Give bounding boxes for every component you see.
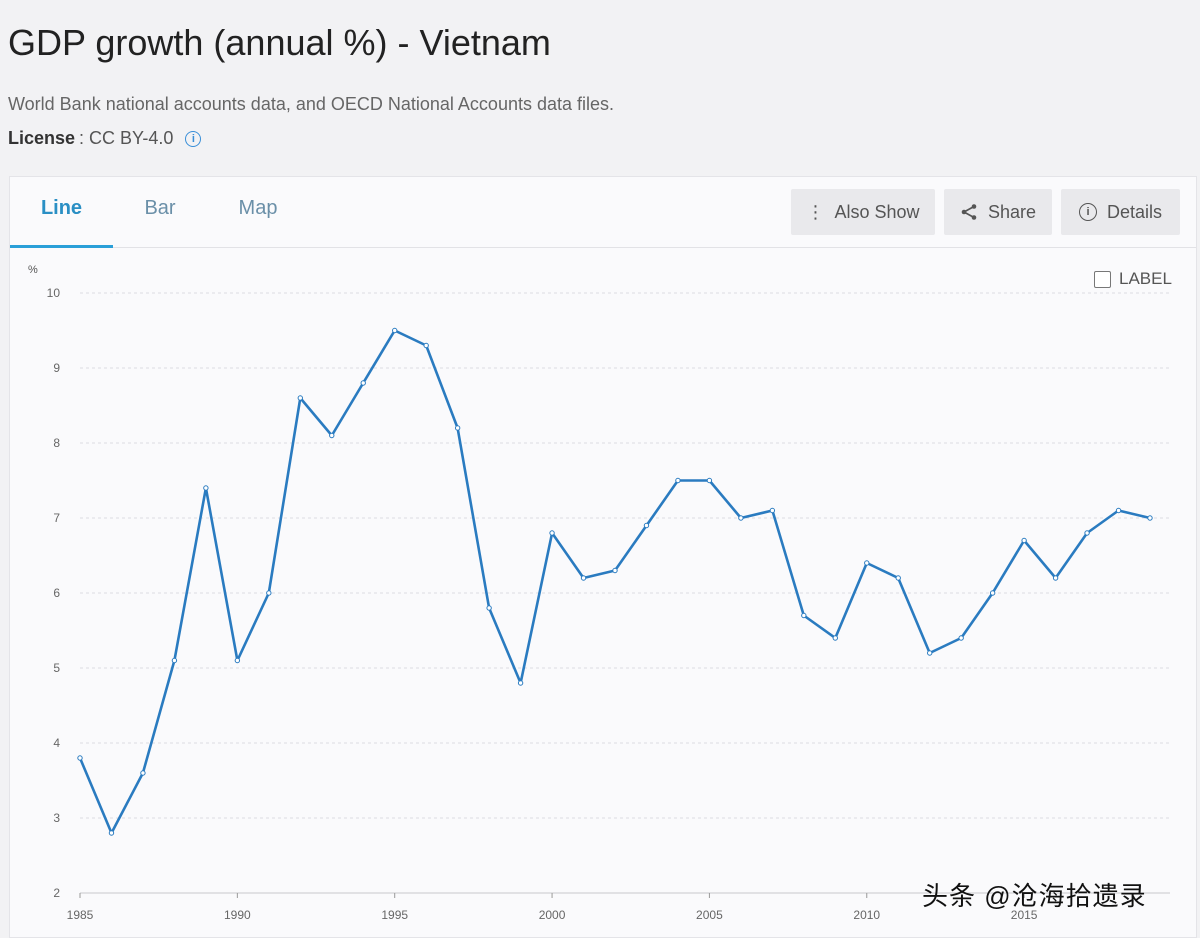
x-tick-label: 1995 xyxy=(381,908,408,922)
data-point xyxy=(895,575,901,581)
data-point xyxy=(927,650,933,656)
data-point xyxy=(486,605,492,611)
data-point xyxy=(864,560,870,566)
details-label: Details xyxy=(1106,201,1163,222)
x-tick-label: 1990 xyxy=(224,908,251,922)
y-tick-label: 8 xyxy=(53,436,60,450)
data-point xyxy=(297,395,303,401)
source-note: World Bank national accounts data, and O… xyxy=(8,94,615,114)
data-point xyxy=(329,432,335,439)
data-point xyxy=(1052,575,1059,581)
data-point xyxy=(454,425,461,431)
data-point xyxy=(140,770,146,776)
data-point xyxy=(801,612,807,619)
data-point xyxy=(1147,515,1153,521)
license-value: : CC BY-4.0 xyxy=(79,128,174,148)
also-show-label: Also Show xyxy=(834,201,920,222)
info-circle-icon: i xyxy=(1078,203,1097,221)
x-tick-label: 2000 xyxy=(539,908,566,922)
data-point xyxy=(612,567,618,574)
series-line xyxy=(78,329,1151,835)
data-point xyxy=(171,657,178,664)
data-point xyxy=(392,327,398,334)
share-label: Share xyxy=(987,201,1037,222)
license-label: License xyxy=(8,128,76,148)
y-tick-label: 6 xyxy=(53,586,60,600)
data-point xyxy=(266,590,272,596)
y-tick-label: 4 xyxy=(53,736,60,750)
chart-panel: Line Bar Map ⋮ Also Show Share i Details… xyxy=(9,176,1197,938)
label-checkbox[interactable] xyxy=(1094,270,1111,288)
data-point xyxy=(423,342,429,349)
data-point xyxy=(769,507,776,514)
tab-line[interactable]: Line xyxy=(10,177,113,248)
data-point xyxy=(1084,530,1090,536)
data-point xyxy=(738,515,744,521)
x-tick-label: 1985 xyxy=(67,908,94,922)
x-tick-label: 2005 xyxy=(696,908,723,922)
share-button[interactable]: Share xyxy=(944,189,1052,235)
info-icon[interactable]: i xyxy=(185,130,202,147)
data-point xyxy=(108,830,115,836)
data-point xyxy=(549,530,555,536)
watermark: 头条 @沧海拾遗录 xyxy=(922,881,1147,911)
data-point xyxy=(706,477,713,484)
y-tick-label: 9 xyxy=(53,361,60,375)
data-point xyxy=(517,680,524,686)
y-tick-label: 2 xyxy=(53,886,60,900)
data-point xyxy=(234,657,241,664)
data-point xyxy=(203,485,209,491)
data-point xyxy=(643,522,650,529)
y-tick-label: 3 xyxy=(53,811,60,825)
label-toggle[interactable]: LABEL xyxy=(1094,269,1172,289)
data-point xyxy=(958,635,964,641)
details-button[interactable]: i Details xyxy=(1061,189,1180,235)
share-icon xyxy=(961,204,977,220)
data-point xyxy=(580,575,587,581)
tab-bar[interactable]: Bar xyxy=(144,197,176,219)
view-tabs: Line Bar Map ⋮ Also Show Share i Details xyxy=(10,177,1196,248)
license-line: License : CC BY-4.0 i xyxy=(8,128,202,149)
y-axis-unit-label: % xyxy=(28,264,38,276)
data-point xyxy=(1021,537,1027,544)
x-tick-label: 2015 xyxy=(1011,908,1038,922)
y-tick-label: 7 xyxy=(53,511,60,525)
y-tick-label: 5 xyxy=(53,661,60,675)
data-point xyxy=(675,477,681,484)
data-point xyxy=(832,635,838,641)
page-title: GDP growth (annual %) - Vietnam xyxy=(8,22,551,63)
more-vertical-icon: ⋮ xyxy=(806,201,825,222)
tab-map[interactable]: Map xyxy=(238,197,278,219)
data-point xyxy=(1115,507,1122,514)
line-chart: % 2 3 4 5 6 7 8 9 10 1985 1990 1995 2000 2005 2010 2015 xyxy=(28,264,1170,922)
x-tick-label: 2010 xyxy=(853,908,880,922)
also-show-button[interactable]: ⋮ Also Show xyxy=(791,189,935,235)
data-point xyxy=(989,590,996,596)
data-point xyxy=(77,755,83,761)
y-tick-label: 10 xyxy=(47,286,61,300)
label-toggle-text: LABEL xyxy=(1119,269,1172,288)
data-point xyxy=(360,380,366,386)
